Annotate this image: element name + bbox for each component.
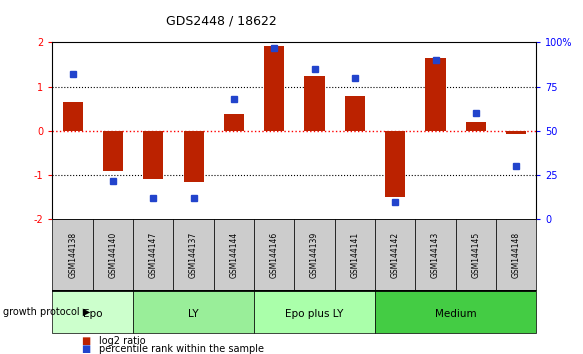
Bar	[335, 219, 375, 290]
Text: Epo plus LY: Epo plus LY	[286, 309, 344, 319]
Bar	[93, 219, 133, 290]
Bar	[426, 58, 445, 131]
Text: GSM144146: GSM144146	[270, 232, 279, 278]
Bar	[174, 219, 214, 290]
Bar	[345, 96, 365, 131]
Text: GSM144138: GSM144138	[68, 232, 77, 278]
Text: GSM144143: GSM144143	[431, 232, 440, 278]
Text: GSM144140: GSM144140	[108, 232, 117, 278]
Bar	[133, 290, 254, 333]
Bar	[466, 122, 486, 131]
Text: GSM144147: GSM144147	[149, 232, 158, 278]
Text: GSM144148: GSM144148	[512, 232, 521, 278]
Bar	[415, 219, 456, 290]
Bar	[375, 219, 415, 290]
Bar	[52, 290, 133, 333]
Bar	[304, 76, 325, 131]
Text: GSM144144: GSM144144	[230, 232, 238, 278]
Bar	[62, 102, 83, 131]
Text: growth protocol ▶: growth protocol ▶	[3, 307, 90, 316]
Text: ■: ■	[82, 336, 91, 346]
Text: GDS2448 / 18622: GDS2448 / 18622	[166, 14, 277, 27]
Text: GSM144141: GSM144141	[350, 232, 359, 278]
Bar	[254, 219, 294, 290]
Text: GSM144137: GSM144137	[189, 232, 198, 278]
Text: LY: LY	[188, 309, 199, 319]
Text: GSM144139: GSM144139	[310, 232, 319, 278]
Bar	[264, 46, 285, 131]
Bar	[456, 219, 496, 290]
Text: log2 ratio: log2 ratio	[99, 336, 146, 346]
Bar	[184, 131, 203, 182]
Bar	[133, 219, 174, 290]
Bar	[254, 290, 375, 333]
Bar	[294, 219, 335, 290]
Bar	[375, 290, 536, 333]
Bar	[506, 131, 526, 134]
Bar	[143, 131, 163, 179]
Text: GSM144145: GSM144145	[472, 232, 480, 278]
Bar	[385, 131, 405, 198]
Bar	[214, 219, 254, 290]
Text: Epo: Epo	[83, 309, 103, 319]
Bar	[103, 131, 123, 171]
Bar	[496, 219, 536, 290]
Text: ■: ■	[82, 344, 91, 354]
Bar	[52, 219, 93, 290]
Text: Medium: Medium	[435, 309, 476, 319]
Text: percentile rank within the sample: percentile rank within the sample	[99, 344, 264, 354]
Text: GSM144142: GSM144142	[391, 232, 400, 278]
Bar	[224, 114, 244, 131]
